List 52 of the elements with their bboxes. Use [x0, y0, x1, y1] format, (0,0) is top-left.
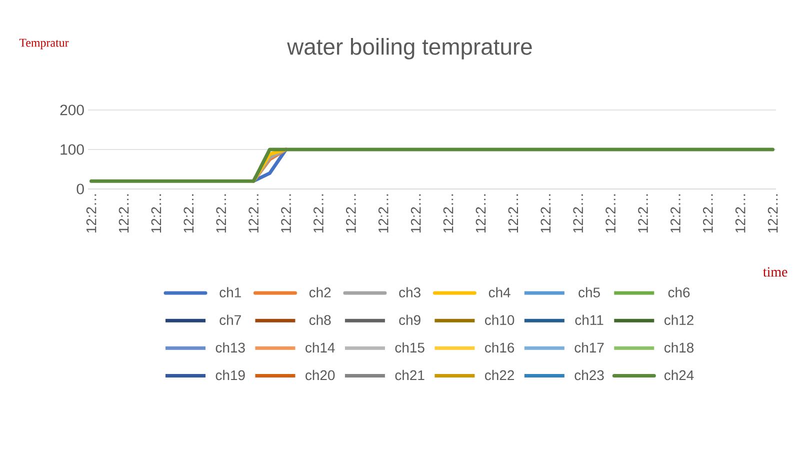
legend-label: ch15 — [395, 342, 424, 353]
x-axis-title: time — [763, 267, 788, 277]
legend-label: ch7 — [220, 314, 241, 326]
x-tick-label: 12:2… — [508, 194, 518, 233]
y-tick-label: 100 — [60, 144, 84, 155]
legend-label: ch21 — [395, 370, 424, 380]
x-tick-label: 12:2… — [476, 194, 486, 233]
x-tick-label: 12:2… — [184, 194, 194, 233]
x-tick-label: 12:2… — [702, 194, 713, 233]
y-tick-label: 0 — [76, 184, 84, 194]
x-tick-label: 12:2… — [378, 194, 388, 233]
x-tick-label: 12:2… — [606, 194, 616, 233]
legend-label: ch6 — [668, 287, 690, 298]
legend-label: ch16 — [485, 342, 514, 353]
legend-label: ch17 — [574, 342, 604, 353]
legend-label: ch23 — [574, 370, 604, 380]
x-tick-label: 12:2… — [573, 194, 583, 233]
legend-label: ch2 — [309, 287, 331, 298]
legend-label: ch8 — [309, 314, 331, 326]
x-tick-label: 12:2… — [281, 194, 291, 233]
x-tick-label: 12:2… — [735, 194, 746, 233]
x-tick-label: 12:2… — [768, 194, 778, 233]
y-axis-title: Tempratur — [19, 38, 69, 50]
x-tick-label: 12:2… — [540, 194, 550, 233]
x-tick-label: 12:2… — [118, 194, 129, 233]
legend-label: ch10 — [485, 314, 514, 326]
x-tick-label: 12:2… — [443, 194, 454, 233]
legend-label: ch4 — [488, 287, 510, 298]
chart-title: water boiling temprature — [287, 38, 532, 60]
legend-label: ch20 — [306, 370, 335, 380]
x-tick-label: 12:2… — [410, 194, 421, 233]
y-tick-label: 200 — [60, 104, 84, 116]
x-tick-label: 12:2… — [638, 194, 648, 233]
legend-label: ch19 — [216, 370, 245, 380]
x-tick-label: 12:2… — [86, 194, 96, 233]
legend-label: ch3 — [399, 287, 420, 298]
x-tick-label: 12:2… — [314, 194, 324, 233]
legend-label: ch9 — [399, 314, 420, 326]
legend-label: ch1 — [220, 287, 241, 298]
legend-label: ch11 — [575, 314, 604, 326]
legend-label: ch18 — [664, 342, 694, 353]
x-tick-label: 12:2… — [151, 194, 162, 233]
legend-label: ch24 — [664, 370, 694, 380]
x-tick-label: 12:2… — [670, 194, 680, 233]
legend-label: ch13 — [216, 342, 245, 353]
x-tick-label: 12:2… — [346, 194, 356, 233]
legend-label: ch12 — [664, 314, 694, 326]
legend-label: ch5 — [578, 287, 600, 298]
x-tick-label: 12:2… — [248, 194, 258, 233]
legend-label: ch22 — [485, 370, 514, 380]
x-tick-label: 12:2… — [216, 194, 226, 233]
legend-label: ch14 — [306, 342, 335, 353]
